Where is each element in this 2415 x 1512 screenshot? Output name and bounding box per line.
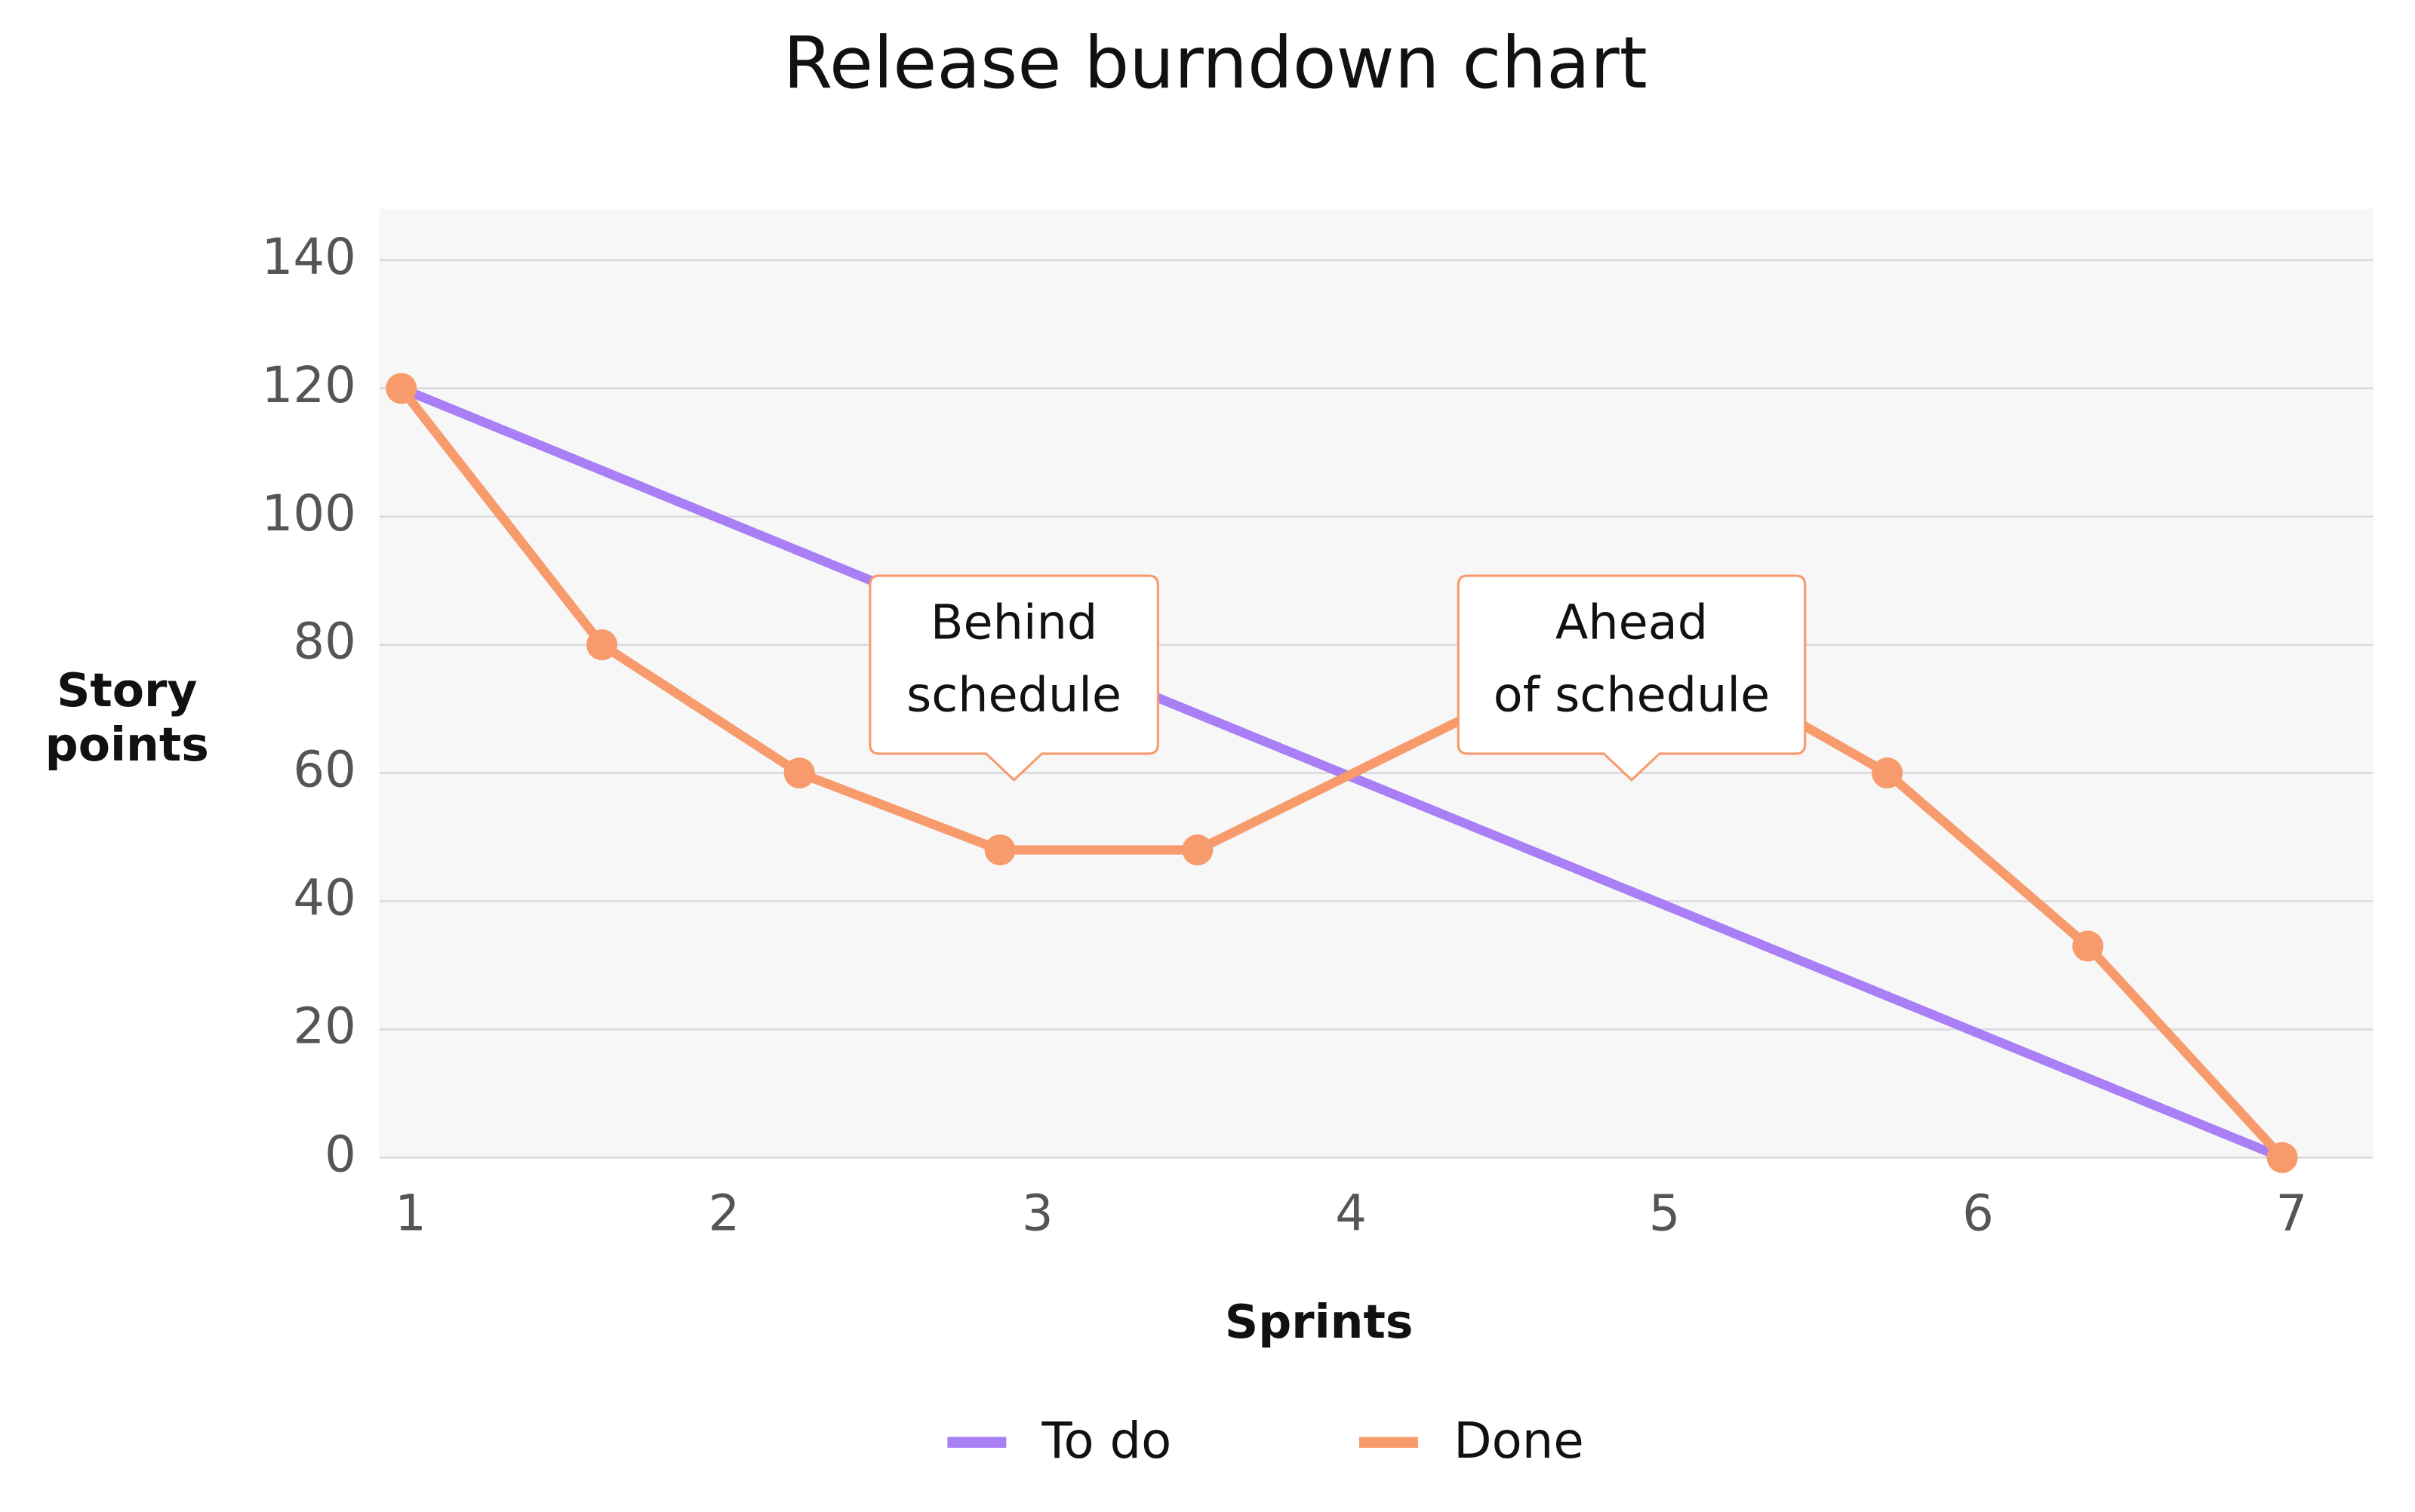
- data-point: [1872, 758, 1903, 789]
- x-axis-title: Sprints: [1225, 1295, 1414, 1349]
- y-axis-title: points: [45, 718, 209, 772]
- y-tick-label: 120: [262, 357, 356, 414]
- data-point: [386, 373, 417, 404]
- x-tick-label: 7: [2275, 1185, 2307, 1242]
- data-point: [783, 758, 815, 789]
- grid: 0 20 40 60 80 100 120 140 1 2 3 4 5 6 7: [262, 229, 2373, 1242]
- data-point: [984, 834, 1016, 865]
- callout-box: [869, 574, 1159, 782]
- y-tick-label: 60: [293, 742, 356, 799]
- callout-box: [1457, 574, 1807, 782]
- data-point: [586, 629, 618, 661]
- plot-area: [379, 208, 2373, 1158]
- y-tick-label: 40: [293, 870, 356, 927]
- legend-label: To do: [1041, 1412, 1172, 1470]
- callout-text: Ahead: [1555, 594, 1708, 650]
- annotations: Behind schedule Ahead of schedule: [869, 574, 1807, 782]
- y-tick-label: 140: [262, 229, 356, 286]
- data-point: [2072, 930, 2104, 962]
- data-point: [2266, 1142, 2298, 1173]
- callout-text: Behind: [931, 594, 1097, 650]
- y-tick-label: 100: [262, 485, 356, 542]
- line-series: [399, 384, 2284, 1162]
- y-tick-label: 20: [293, 997, 356, 1055]
- x-tick-label: 2: [709, 1185, 740, 1242]
- y-axis-title: Story: [57, 663, 197, 718]
- data-point: [1182, 834, 1214, 865]
- y-tick-label: 80: [293, 613, 356, 671]
- x-tick-label: 4: [1335, 1185, 1367, 1242]
- x-tick-label: 6: [1962, 1185, 1994, 1242]
- chart-title: Release burndown chart: [783, 22, 1647, 105]
- plot: [386, 373, 2298, 1173]
- x-tick-label: 5: [1649, 1185, 1681, 1242]
- x-tick-label: 1: [395, 1185, 426, 1242]
- callout-text: schedule: [906, 667, 1121, 723]
- y-tick-label: 0: [325, 1126, 356, 1183]
- legend: To do Done: [947, 1412, 1584, 1470]
- callout-text: of schedule: [1494, 667, 1770, 723]
- x-tick-label: 3: [1022, 1185, 1054, 1242]
- legend-label: Done: [1454, 1412, 1584, 1470]
